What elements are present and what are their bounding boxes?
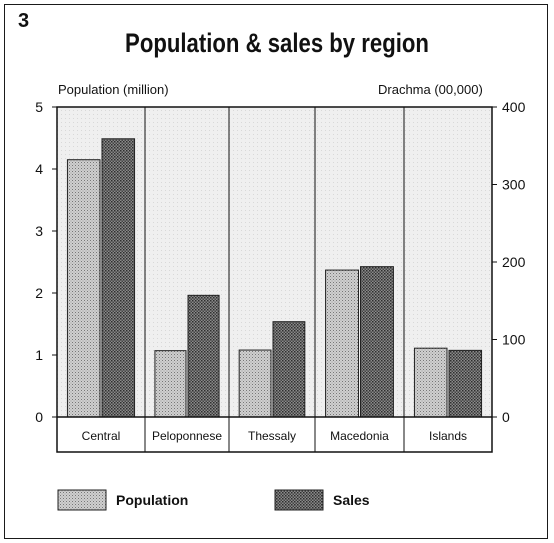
bar-population-macedonia (325, 269, 360, 418)
bar-population-central (66, 159, 101, 418)
figure-number: 3 (18, 10, 30, 32)
legend-swatch-sales (274, 489, 324, 511)
category-label: Peloponnese (152, 429, 222, 443)
y-right-tick-label: 300 (502, 177, 526, 193)
y-right-tick-label: 0 (502, 409, 510, 425)
legend-label-population: Population (116, 492, 188, 508)
category-label: Central (82, 429, 121, 443)
y-left-tick-label: 0 (35, 409, 43, 425)
y-left-tick-label: 4 (35, 161, 43, 177)
legend-swatch-population (57, 489, 107, 511)
y-right-tick-label: 100 (502, 332, 526, 348)
y-left-tick-label: 3 (35, 223, 43, 239)
bar-sales-macedonia (360, 266, 394, 418)
category-label: Macedonia (330, 429, 389, 443)
plot-border (56, 106, 493, 453)
bar-population-thessaly (238, 349, 272, 418)
y-right-axis-label: Drachma (00,000) (378, 82, 483, 97)
y-left-axis-label: Population (million) (58, 82, 169, 97)
y-left-tick-label: 5 (35, 99, 43, 115)
bar-sales-peloponnese (187, 294, 220, 418)
category-label: Thessaly (248, 429, 296, 443)
y-right-tick-label: 200 (502, 254, 526, 270)
bar-sales-thessaly (272, 321, 306, 418)
y-left-tick-label: 2 (35, 285, 43, 301)
bar-sales-islands (448, 349, 483, 418)
chart-title: Population & sales by region (125, 28, 429, 58)
bar-population-peloponnese (154, 350, 187, 418)
bar-population-islands (413, 347, 448, 418)
bar-sales-central (101, 138, 136, 418)
category-label: Islands (429, 429, 467, 443)
legend-label-sales: Sales (333, 492, 370, 508)
y-left-tick-label: 1 (35, 347, 43, 363)
y-right-tick-label: 400 (502, 99, 526, 115)
